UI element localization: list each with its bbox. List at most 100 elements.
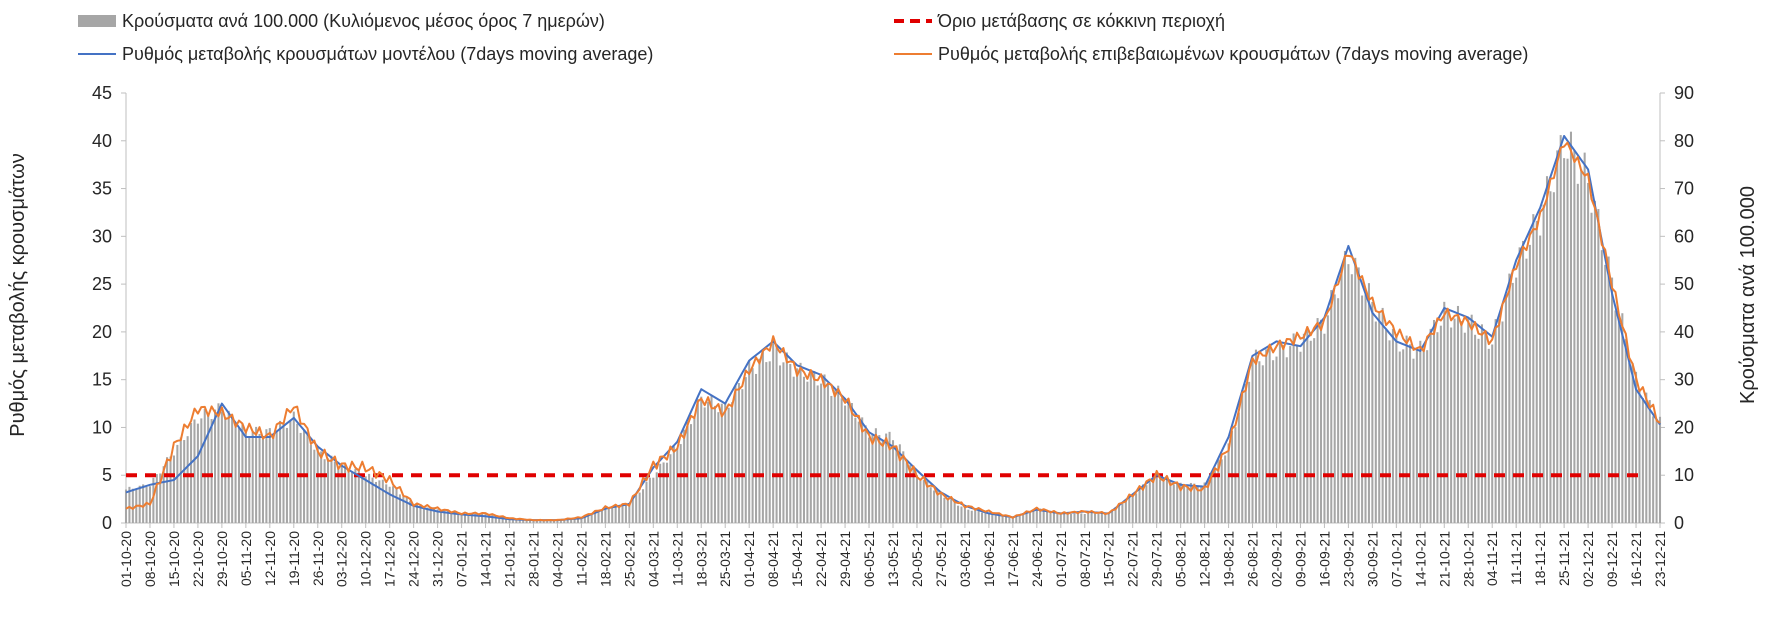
bar (220, 411, 223, 523)
bar (1484, 330, 1487, 523)
bar (1487, 348, 1490, 523)
bar (320, 451, 323, 523)
bar (789, 364, 792, 523)
bar (922, 480, 925, 523)
bar (467, 513, 470, 523)
bar (1141, 484, 1144, 523)
bar (1117, 505, 1121, 523)
bar (1378, 312, 1381, 523)
bar (145, 487, 148, 523)
bar (227, 410, 230, 523)
x-tick-label: 18-03-21 (693, 531, 709, 587)
bar (1388, 340, 1391, 523)
bar (1093, 513, 1097, 523)
bar (929, 487, 932, 523)
bar (169, 456, 172, 523)
bar (1402, 349, 1405, 523)
bar (258, 433, 261, 523)
bar (1138, 487, 1141, 523)
bar (1001, 515, 1004, 523)
bar (210, 419, 213, 523)
bar (1569, 131, 1573, 523)
bar (552, 520, 556, 523)
y-tick-right: 20 (1674, 417, 1694, 437)
bar (1302, 333, 1305, 523)
x-tick-label: 23-09-21 (1340, 531, 1356, 587)
x-tick-label: 02-09-21 (1269, 531, 1285, 587)
bar (1066, 513, 1069, 523)
bar (796, 368, 799, 523)
bar (1237, 412, 1240, 523)
bar (1059, 513, 1062, 523)
bar (1124, 499, 1127, 523)
bar (638, 492, 641, 523)
bar (1313, 338, 1316, 523)
x-tick-label: 17-06-21 (1005, 531, 1021, 587)
x-tick-label: 11-03-21 (669, 531, 685, 586)
bar (1343, 251, 1347, 524)
bar (361, 476, 364, 523)
bar (344, 463, 347, 523)
bar (1494, 319, 1497, 523)
bar (450, 512, 453, 523)
y-tick-right: 0 (1674, 513, 1684, 533)
bar (166, 457, 169, 523)
bar (186, 436, 189, 523)
bar (1080, 513, 1083, 523)
bar (1090, 512, 1093, 523)
bar (809, 369, 812, 523)
bar (1008, 517, 1011, 523)
bar (1323, 333, 1326, 523)
bar (248, 437, 251, 523)
bar (1511, 282, 1514, 523)
x-tick-label: 05-08-21 (1173, 531, 1189, 587)
bar (700, 396, 703, 523)
bar (275, 431, 278, 523)
bar (939, 493, 942, 523)
bar (837, 385, 840, 523)
bar (1145, 485, 1148, 523)
bar (470, 512, 473, 523)
bar (953, 502, 956, 523)
bar (775, 348, 778, 523)
bar (529, 520, 532, 523)
x-tick-label: 17-12-20 (382, 531, 398, 587)
bar (1566, 158, 1569, 523)
x-tick-label: 05-11-20 (238, 531, 254, 586)
bar (1354, 257, 1357, 523)
bar (1614, 310, 1617, 523)
bar (251, 431, 254, 523)
bar (1056, 513, 1059, 523)
bar (1443, 301, 1446, 523)
bar (1347, 264, 1350, 523)
bar (1258, 361, 1261, 523)
bar (1587, 182, 1590, 523)
bar (1371, 301, 1374, 523)
bar (142, 484, 145, 523)
bar (508, 517, 511, 523)
bar (919, 480, 922, 523)
bar (710, 395, 713, 523)
bar (1025, 512, 1028, 523)
bar (1590, 212, 1593, 523)
bar (309, 444, 312, 523)
x-tick-label: 21-10-21 (1436, 531, 1452, 587)
bar (333, 461, 336, 523)
bar (590, 514, 593, 523)
bar (1083, 514, 1086, 523)
bar (1227, 443, 1230, 523)
bar (1319, 319, 1323, 523)
tick-labels: 0 5 10 15 20 25 30 35 40 45 0 10 20 30 40 50 60 70 80 90 01-… (92, 83, 1694, 587)
bar (306, 432, 309, 523)
bar (826, 383, 829, 523)
bar (1480, 324, 1483, 523)
bar (1467, 317, 1470, 523)
bar (1645, 392, 1648, 523)
x-tick-label: 16-09-21 (1316, 531, 1332, 587)
bar (696, 399, 699, 523)
y-tick-right: 60 (1674, 226, 1694, 246)
x-tick-label: 09-12-21 (1604, 531, 1620, 587)
x-tick-label: 30-09-21 (1364, 531, 1380, 587)
bar (645, 481, 648, 523)
bar (1131, 494, 1134, 523)
